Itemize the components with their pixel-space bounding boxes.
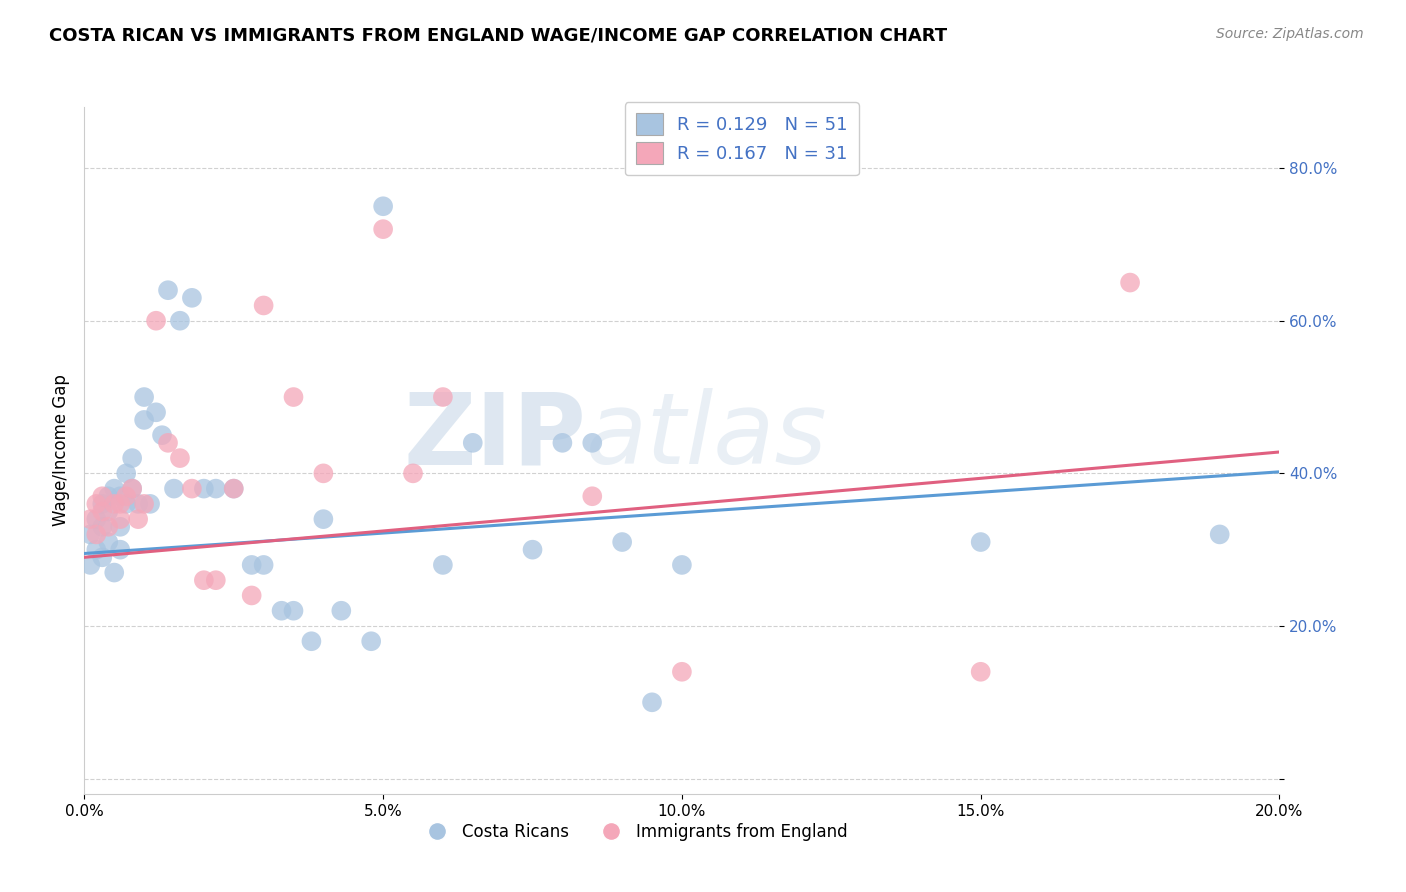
Point: [312, 512, 335, 526]
Point: [91, 504, 114, 518]
Point: [79, 558, 101, 572]
Point: [283, 604, 305, 618]
Point: [169, 451, 191, 466]
Point: [86, 497, 108, 511]
Legend: Costa Ricans, Immigrants from England: Costa Ricans, Immigrants from England: [413, 816, 855, 847]
Point: [127, 497, 149, 511]
Point: [91, 489, 114, 503]
Point: [115, 497, 138, 511]
Point: [270, 604, 292, 618]
Point: [522, 542, 544, 557]
Point: [432, 390, 454, 404]
Point: [581, 435, 603, 450]
Y-axis label: Wage/Income Gap: Wage/Income Gap: [52, 375, 70, 526]
Point: [240, 589, 263, 603]
Point: [222, 482, 245, 496]
Point: [181, 291, 204, 305]
Point: [612, 535, 634, 549]
Point: [240, 558, 263, 572]
Point: [551, 435, 574, 450]
Point: [145, 405, 167, 419]
Point: [432, 558, 454, 572]
Text: COSTA RICAN VS IMMIGRANTS FROM ENGLAND WAGE/INCOME GAP CORRELATION CHART: COSTA RICAN VS IMMIGRANTS FROM ENGLAND W…: [49, 27, 948, 45]
Point: [1119, 276, 1142, 290]
Point: [181, 482, 204, 496]
Point: [163, 482, 186, 496]
Point: [222, 482, 245, 496]
Point: [115, 467, 138, 481]
Point: [671, 558, 693, 572]
Point: [193, 482, 215, 496]
Point: [205, 573, 228, 587]
Point: [86, 512, 108, 526]
Point: [193, 573, 215, 587]
Point: [301, 634, 323, 648]
Point: [132, 413, 156, 427]
Point: [970, 535, 993, 549]
Point: [641, 695, 664, 709]
Point: [115, 489, 138, 503]
Point: [103, 482, 125, 496]
Point: [103, 497, 125, 511]
Point: [110, 489, 132, 503]
Point: [121, 482, 143, 496]
Point: [461, 435, 484, 450]
Text: Source: ZipAtlas.com: Source: ZipAtlas.com: [1216, 27, 1364, 41]
Point: [110, 542, 132, 557]
Text: atlas: atlas: [586, 388, 828, 485]
Point: [97, 520, 120, 534]
Point: [373, 199, 395, 213]
Point: [145, 314, 167, 328]
Point: [312, 467, 335, 481]
Point: [402, 467, 425, 481]
Point: [91, 550, 114, 565]
Point: [970, 665, 993, 679]
Point: [86, 542, 108, 557]
Point: [283, 390, 305, 404]
Point: [121, 451, 143, 466]
Point: [97, 535, 120, 549]
Point: [139, 497, 162, 511]
Point: [1209, 527, 1232, 541]
Point: [169, 314, 191, 328]
Point: [132, 390, 156, 404]
Point: [671, 665, 693, 679]
Point: [330, 604, 353, 618]
Point: [150, 428, 173, 442]
Point: [86, 527, 108, 541]
Point: [110, 497, 132, 511]
Point: [97, 489, 120, 503]
Point: [157, 435, 180, 450]
Text: ZIP: ZIP: [404, 388, 586, 485]
Point: [103, 566, 125, 580]
Point: [97, 504, 120, 518]
Point: [581, 489, 603, 503]
Point: [127, 512, 149, 526]
Point: [110, 512, 132, 526]
Point: [79, 527, 101, 541]
Point: [205, 482, 228, 496]
Point: [110, 520, 132, 534]
Point: [253, 558, 276, 572]
Point: [360, 634, 382, 648]
Point: [157, 283, 180, 297]
Point: [253, 298, 276, 312]
Point: [373, 222, 395, 236]
Point: [79, 512, 101, 526]
Point: [121, 482, 143, 496]
Point: [91, 497, 114, 511]
Point: [91, 520, 114, 534]
Point: [132, 497, 156, 511]
